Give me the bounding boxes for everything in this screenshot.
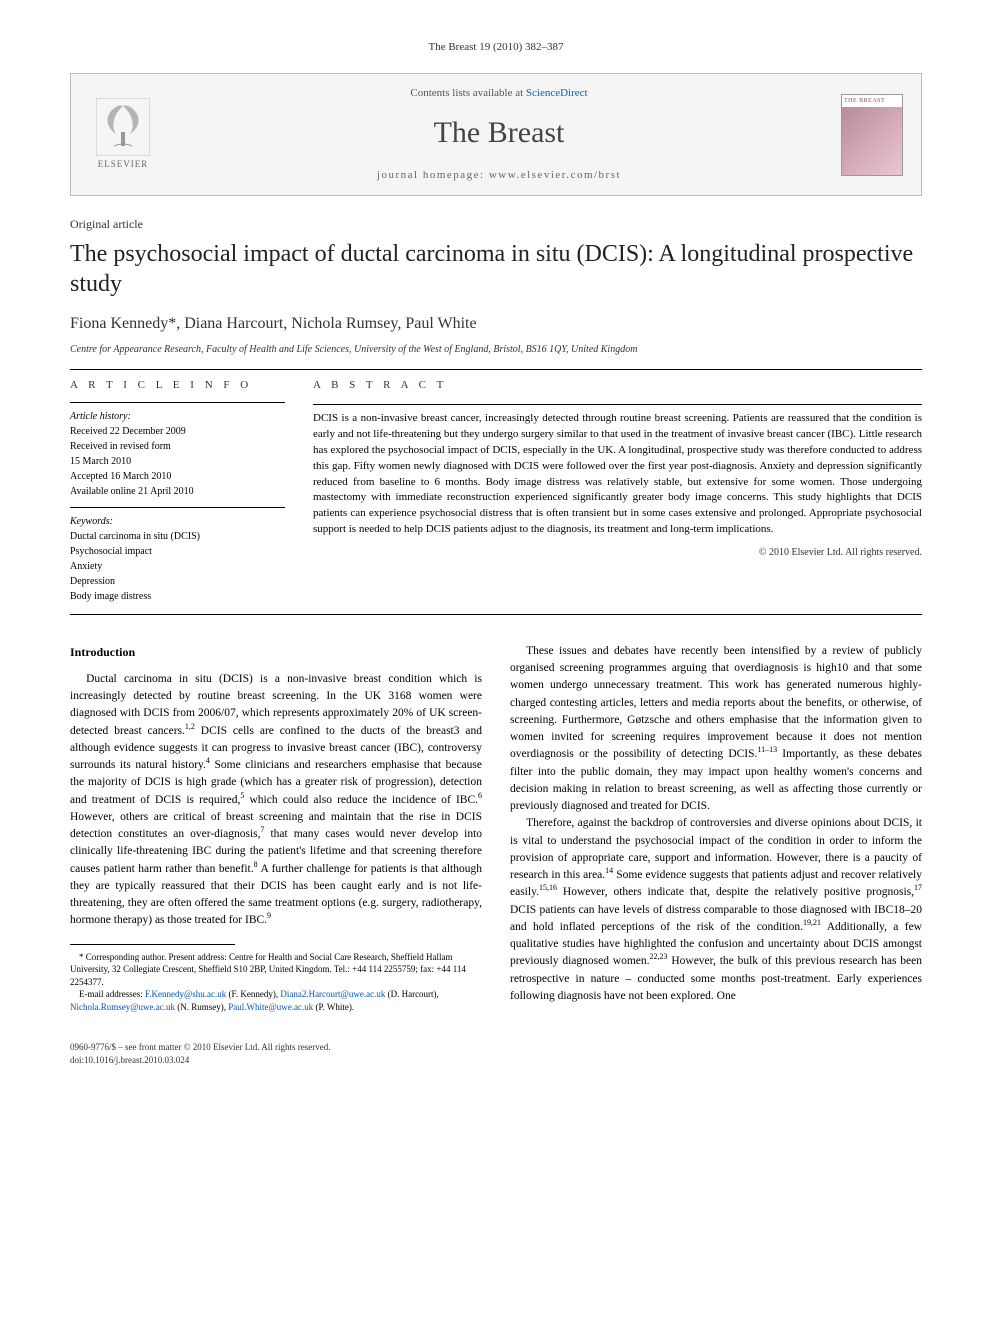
article-history: Article history: Received 22 December 20… [70, 409, 285, 499]
contents-available: Contents lists available at ScienceDirec… [175, 86, 823, 101]
article-title: The psychosocial impact of ductal carcin… [70, 239, 922, 299]
info-divider [70, 402, 285, 403]
divider [70, 369, 922, 370]
article-info-header: A R T I C L E I N F O [70, 378, 285, 393]
abstract-copyright: © 2010 Elsevier Ltd. All rights reserved… [313, 546, 922, 560]
footnote-separator [70, 944, 235, 945]
accepted-date: Accepted 16 March 2010 [70, 469, 285, 484]
intro-para-1: Ductal carcinoma in situ (DCIS) is a non… [70, 671, 482, 930]
homepage-label: journal homepage: [377, 169, 489, 181]
citation-line: The Breast 19 (2010) 382–387 [70, 40, 922, 55]
emails-footnote: E-mail addresses: F.Kennedy@shu.ac.uk (F… [70, 988, 482, 1013]
email-link[interactable]: Nichola.Rumsey@uwe.ac.uk [70, 1002, 175, 1012]
intro-para-2: These issues and debates have recently b… [510, 643, 922, 816]
abstract-text: DCIS is a non-invasive breast cancer, in… [313, 411, 922, 539]
contents-prefix: Contents lists available at [410, 87, 525, 99]
article-type: Original article [70, 216, 922, 233]
header-center: Contents lists available at ScienceDirec… [175, 86, 823, 183]
email-who: (D. Harcourt), [385, 989, 438, 999]
keyword: Psychosocial impact [70, 544, 285, 559]
page-footer: 0960-9776/$ – see front matter © 2010 El… [70, 1041, 922, 1066]
abstract-divider [313, 404, 922, 405]
keywords-block: Keywords: Ductal carcinoma in situ (DCIS… [70, 514, 285, 604]
keywords-label: Keywords: [70, 514, 285, 529]
homepage-url[interactable]: www.elsevier.com/brst [489, 169, 621, 181]
intro-para-3: Therefore, against the backdrop of contr… [510, 815, 922, 1005]
elsevier-tree-icon [96, 98, 150, 156]
email-link[interactable]: F.Kennedy@shu.ac.uk [145, 989, 226, 999]
elsevier-logo: ELSEVIER [89, 96, 157, 174]
history-label: Article history: [70, 409, 285, 424]
corresponding-author-footnote: * Corresponding author. Present address:… [70, 951, 482, 989]
issn-copyright: 0960-9776/$ – see front matter © 2010 El… [70, 1041, 331, 1054]
info-abstract-row: A R T I C L E I N F O Article history: R… [70, 378, 922, 603]
email-link[interactable]: Diana2.Harcourt@uwe.ac.uk [280, 989, 385, 999]
authors: Fiona Kennedy*, Diana Harcourt, Nichola … [70, 313, 922, 335]
online-date: Available online 21 April 2010 [70, 484, 285, 499]
revised-date: 15 March 2010 [70, 454, 285, 469]
cover-title: THE BREAST [842, 95, 902, 107]
body-columns: Introduction Ductal carcinoma in situ (D… [70, 643, 922, 1014]
email-who: (P. White). [313, 1002, 354, 1012]
affiliation: Centre for Appearance Research, Faculty … [70, 343, 922, 357]
doi: doi:10.1016/j.breast.2010.03.024 [70, 1054, 331, 1067]
info-divider [70, 507, 285, 508]
full-divider [70, 614, 922, 615]
abstract-col: A B S T R A C T DCIS is a non-invasive b… [313, 378, 922, 603]
email-who: (N. Rumsey), [175, 1002, 228, 1012]
abstract-header: A B S T R A C T [313, 378, 922, 393]
footer-left: 0960-9776/$ – see front matter © 2010 El… [70, 1041, 331, 1066]
journal-header-box: ELSEVIER Contents lists available at Sci… [70, 73, 922, 196]
journal-homepage: journal homepage: www.elsevier.com/brst [175, 168, 823, 183]
journal-name: The Breast [175, 112, 823, 154]
keyword: Ductal carcinoma in situ (DCIS) [70, 529, 285, 544]
received-date: Received 22 December 2009 [70, 424, 285, 439]
article-info-col: A R T I C L E I N F O Article history: R… [70, 378, 285, 603]
emails-label: E-mail addresses: [79, 989, 145, 999]
keyword: Anxiety [70, 559, 285, 574]
keyword: Depression [70, 574, 285, 589]
journal-cover-thumb: THE BREAST [841, 94, 903, 176]
revised-label: Received in revised form [70, 439, 285, 454]
email-who: (F. Kennedy), [226, 989, 280, 999]
intro-heading: Introduction [70, 643, 482, 661]
cover-image [842, 107, 902, 175]
email-link[interactable]: Paul.White@uwe.ac.uk [228, 1002, 313, 1012]
elsevier-name: ELSEVIER [98, 158, 149, 171]
keyword: Body image distress [70, 589, 285, 604]
sciencedirect-link[interactable]: ScienceDirect [526, 87, 588, 99]
